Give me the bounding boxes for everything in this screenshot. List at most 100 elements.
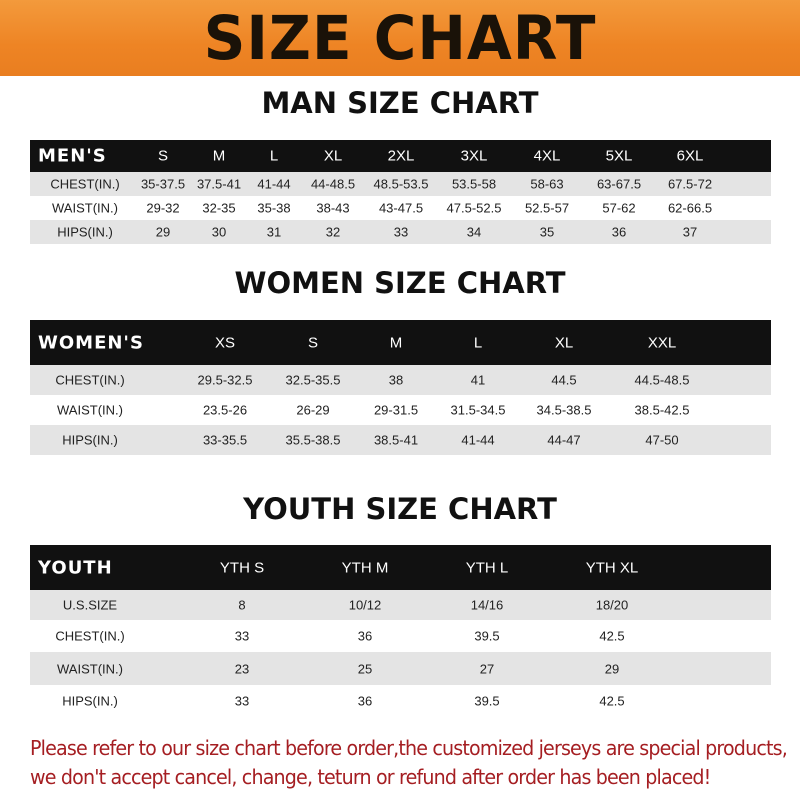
measurement-cell: 32-35	[202, 200, 236, 216]
size-header: L	[473, 334, 483, 351]
size-header: YTH XL	[585, 559, 639, 576]
measurement-cell: 42.5	[599, 628, 625, 644]
size-header: 4XL	[533, 147, 561, 165]
measurement-cell: 33	[234, 628, 250, 644]
measurement-cell: 10/12	[348, 597, 382, 613]
measurement-cell: 29-32	[146, 200, 180, 216]
row-label: U.S.SIZE	[62, 597, 118, 613]
measurement-cell: 63-67.5	[596, 176, 642, 192]
measurement-cell: 47.5-52.5	[446, 200, 502, 216]
measurement-cell: 39.5	[474, 628, 500, 644]
measurement-cell: 44.5-48.5	[634, 372, 690, 388]
size-header: YTH S	[219, 559, 265, 576]
measurement-cell: 27	[479, 661, 495, 676]
measurement-cell: 30	[211, 224, 227, 240]
measurement-cell: 36	[611, 224, 627, 240]
measurement-cell: 35.5-38.5	[285, 432, 341, 448]
measurement-cell: 35	[539, 224, 555, 240]
measurement-cell: 32	[325, 224, 341, 240]
measurement-cell: 42.5	[599, 693, 625, 709]
table-title-cell: MEN'S	[38, 145, 107, 167]
measurement-cell: 52.5-57	[524, 200, 570, 216]
measurement-cell: 36	[357, 628, 373, 644]
measurement-cell: 37.5-41	[196, 176, 242, 192]
measurement-cell: 41-44	[461, 432, 495, 448]
measurement-cell: 18/20	[595, 597, 629, 613]
table-row-0: U.S.SIZE 8 10/12 14/16 18/20	[30, 590, 771, 620]
measurement-cell: 41	[470, 372, 486, 388]
size-header: S	[307, 334, 319, 351]
table-row-0: CHEST(IN.) 29.5-32.5 32.5-35.5 38 41 44.5 44.5…	[30, 365, 771, 395]
measurement-cell: 33	[393, 224, 409, 240]
measurement-cell: 32.5-35.5	[285, 372, 341, 388]
header-row: MEN'S S M L XL 2XL 3XL 4XL 5XL 6XL	[30, 140, 771, 172]
measurement-cell: 35-37.5	[140, 176, 186, 192]
table-row-2: HIPS(IN.) 29 30 31 32 33 34 35 36 37	[30, 220, 771, 244]
size-header: XL	[554, 334, 574, 351]
measurement-cell: 38.5-42.5	[634, 402, 690, 418]
size-header: S	[157, 147, 169, 165]
measurement-cell: 35-38	[257, 200, 291, 216]
measurement-cell: 48.5-53.5	[373, 176, 429, 192]
measurement-cell: 43-47.5	[378, 200, 424, 216]
measurement-cell: 26-29	[296, 402, 330, 418]
size-header: YTH M	[341, 559, 389, 576]
size-header: 3XL	[460, 147, 488, 165]
row-label: CHEST(IN.)	[50, 176, 120, 192]
notice-line-1: Please refer to our size chart before or…	[30, 736, 788, 760]
measurement-cell: 23.5-26	[202, 402, 248, 418]
row-label: CHEST(IN.)	[55, 372, 125, 388]
size-header: 2XL	[387, 147, 415, 165]
measurement-cell: 44-48.5	[310, 176, 356, 192]
size-header: 6XL	[676, 147, 704, 165]
table-title-cell: YOUTH	[38, 557, 113, 578]
measurement-cell: 23	[234, 661, 250, 676]
table-row-2: WAIST(IN.) 23 25 27 29	[30, 652, 771, 685]
measurement-cell: 38.5-41	[373, 432, 419, 448]
measurement-cell: 44-47	[547, 432, 581, 448]
measurement-cell: 58-63	[530, 176, 564, 192]
measurement-cell: 33-35.5	[202, 432, 248, 448]
row-label: WAIST(IN.)	[57, 402, 123, 418]
measurement-cell: 29-31.5	[373, 402, 419, 418]
measurement-cell: 39.5	[474, 693, 500, 709]
measurement-cell: 29	[155, 224, 171, 240]
measurement-cell: 8	[238, 597, 246, 613]
page-title: SIZE CHART	[203, 2, 597, 74]
size-header: XL	[323, 147, 343, 165]
order-notice: Please refer to our size chart before or…	[30, 734, 788, 792]
table-row-1: WAIST(IN.) 29-32 32-35 35-38 38-43 43-47.5 47.…	[30, 196, 771, 220]
table-title-cell: WOMEN'S	[38, 332, 144, 353]
banner: SIZE CHART	[0, 0, 800, 76]
measurement-cell: 57-62	[602, 200, 636, 216]
measurement-cell: 38-43	[316, 200, 350, 216]
size-header: YTH L	[465, 559, 509, 576]
table-row-1: CHEST(IN.) 33 36 39.5 42.5	[30, 620, 771, 652]
measurement-cell: 29	[604, 661, 620, 676]
measurement-cell: 31.5-34.5	[450, 402, 506, 418]
row-label: HIPS(IN.)	[62, 432, 118, 448]
table-row-0: CHEST(IN.) 35-37.5 37.5-41 41-44 44-48.5 48.5…	[30, 172, 771, 196]
women-section-title: WOMEN SIZE CHART	[234, 266, 566, 300]
measurement-cell: 67.5-72	[667, 176, 713, 192]
size-header: M	[212, 147, 226, 165]
size-header: XS	[214, 334, 236, 351]
notice-line-2: we don't accept cancel, change, teturn o…	[30, 765, 711, 789]
measurement-cell: 41-44	[257, 176, 291, 192]
row-label: HIPS(IN.)	[57, 224, 113, 240]
measurement-cell: 33	[234, 693, 250, 709]
measurement-cell: 62-66.5	[667, 200, 713, 216]
header-row: WOMEN'S XS S M L XL XXL	[30, 320, 771, 365]
size-header: M	[389, 334, 403, 351]
youth-section-title: YOUTH SIZE CHART	[243, 492, 557, 526]
measurement-cell: 37	[682, 224, 698, 240]
measurement-cell: 34.5-38.5	[536, 402, 592, 418]
measurement-cell: 47-50	[645, 432, 679, 448]
measurement-cell: 34	[466, 224, 482, 240]
header-row: YOUTH YTH S YTH M YTH L YTH XL	[30, 545, 771, 590]
men-section-title: MAN SIZE CHART	[261, 86, 539, 120]
table-row-2: HIPS(IN.) 33-35.5 35.5-38.5 38.5-41 41-44 44-…	[30, 425, 771, 455]
row-label: CHEST(IN.)	[55, 628, 125, 644]
measurement-cell: 38	[388, 372, 404, 388]
measurement-cell: 44.5	[551, 372, 577, 388]
